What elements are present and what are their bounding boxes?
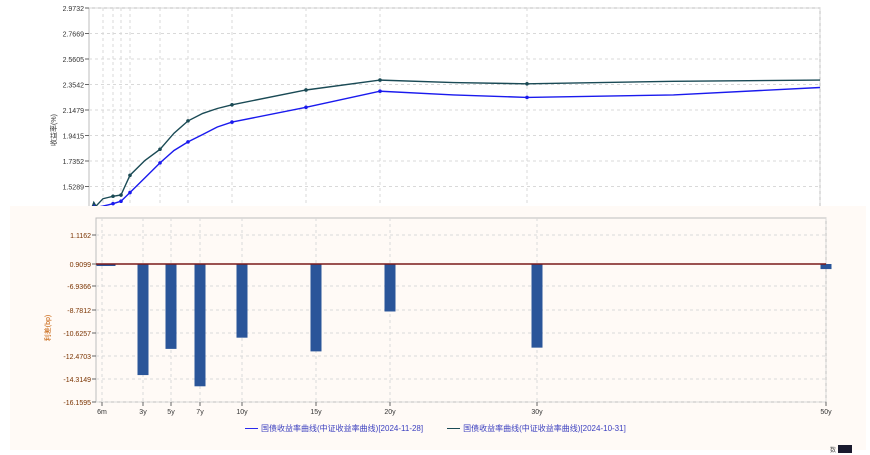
spread-bar (820, 264, 832, 270)
series-point-1 (304, 88, 308, 92)
spread-bar (194, 264, 206, 387)
series-point-0 (230, 120, 234, 124)
legend-label-1031: 国债收益率曲线(中证收益率曲线)[2024-10-31] (463, 423, 626, 433)
x-tick-label: 6m (97, 409, 107, 416)
y-tick-label: -8.7812 (67, 308, 91, 315)
spread-bar (384, 264, 396, 312)
series-point-0 (304, 105, 308, 110)
series-point-1 (128, 173, 132, 178)
series-point-1 (158, 147, 162, 152)
plot-area (88, 7, 821, 213)
y-axis-label: 利差(bp) (43, 315, 52, 341)
spread-bar-chart: 1.1162 0.9099 -6.9366 -8.7812 -10.6257 -12.47… (43, 217, 832, 416)
x-tick-label: 7y (196, 409, 204, 416)
x-tick-label: 20y (384, 409, 396, 416)
series-point-0 (128, 190, 132, 195)
y-tick-label: 1.9415 (63, 134, 85, 141)
y-axis-label: 收益率(%) (49, 114, 58, 146)
series-point-0 (525, 95, 529, 100)
legend-swatch-1128 (245, 427, 258, 429)
y-tick-label: 2.1479 (63, 108, 85, 115)
x-tick-label: 5y (167, 409, 175, 416)
y-tick-label: 1.7352 (63, 159, 85, 166)
legend-label-1128: 国债收益率曲线(中证收益率曲线)[2024-11-28] (261, 423, 424, 433)
y-tick-label: 2.9732 (63, 6, 85, 13)
legend-item-1128[interactable]: 国债收益率曲线(中证收益率曲线)[2024-11-28] (245, 423, 423, 434)
y-tick-label: 1.5289 (63, 185, 85, 192)
series-point-1 (186, 119, 190, 123)
y-tick-label: -6.9366 (67, 284, 91, 291)
spread-bar (531, 264, 543, 348)
spread-bar (236, 264, 248, 338)
series-line-0 (90, 86, 821, 209)
watermark-text: 数 资 (830, 448, 844, 454)
legend-item-1031[interactable]: 国债收益率曲线(中证收益率曲线)[2024-10-31] (447, 423, 626, 434)
series-point-1 (525, 81, 529, 86)
x-tick-label: 3y (139, 409, 147, 416)
series-point-0 (111, 201, 115, 206)
y-tick-label: -12.4703 (63, 354, 91, 361)
yield-curve-chart: 2.9732 2.7669 2.5605 2.3542 2.1479 1.9415 1.73… (49, 6, 821, 217)
spread-panel: 1.1162 0.9099 -6.9366 -8.7812 -10.6257 -12.47… (10, 206, 866, 450)
legend-swatch-1031 (447, 427, 461, 429)
series-point-0 (158, 161, 162, 165)
y-tick-label: -14.3149 (63, 377, 91, 384)
spread-bar (96, 264, 108, 266)
spread-bar (165, 264, 177, 349)
y-tick-label: 2.7669 (63, 31, 85, 38)
series-point-1 (111, 194, 115, 199)
series-line-1 (90, 79, 821, 211)
series-point-1 (230, 102, 234, 107)
spread-bar (137, 264, 149, 376)
y-tick-label: -10.6257 (63, 331, 91, 338)
series-point-0 (186, 140, 190, 144)
x-tick-label: 30y (531, 409, 543, 416)
y-tick-label: 0.9099 (70, 262, 92, 269)
watermark-block (838, 445, 852, 453)
x-tick-label: 10y (236, 409, 248, 416)
spread-bar (104, 264, 116, 266)
series-point-1 (119, 193, 123, 197)
series-point-0 (378, 89, 382, 94)
x-tick-label: 15y (310, 409, 322, 416)
chart-legend: 国债收益率曲线(中证收益率曲线)[2024-11-28] 国债收益率曲线(中证收… (245, 420, 626, 436)
watermark-logo: 数 资 (830, 445, 858, 454)
y-tick-label: 2.3542 (63, 83, 85, 90)
x-tick-label: 50y (820, 409, 832, 416)
y-tick-label: 1.1162 (70, 233, 91, 240)
series-point-0 (119, 199, 123, 203)
y-tick-label: -16.1595 (63, 400, 91, 407)
spread-bar (310, 264, 322, 352)
y-tick-label: 2.5605 (63, 57, 85, 64)
yield-curve-panel: 2.9732 2.7669 2.5605 2.3542 2.1479 1.9415 1.73… (0, 0, 870, 217)
series-point-1 (378, 78, 382, 82)
